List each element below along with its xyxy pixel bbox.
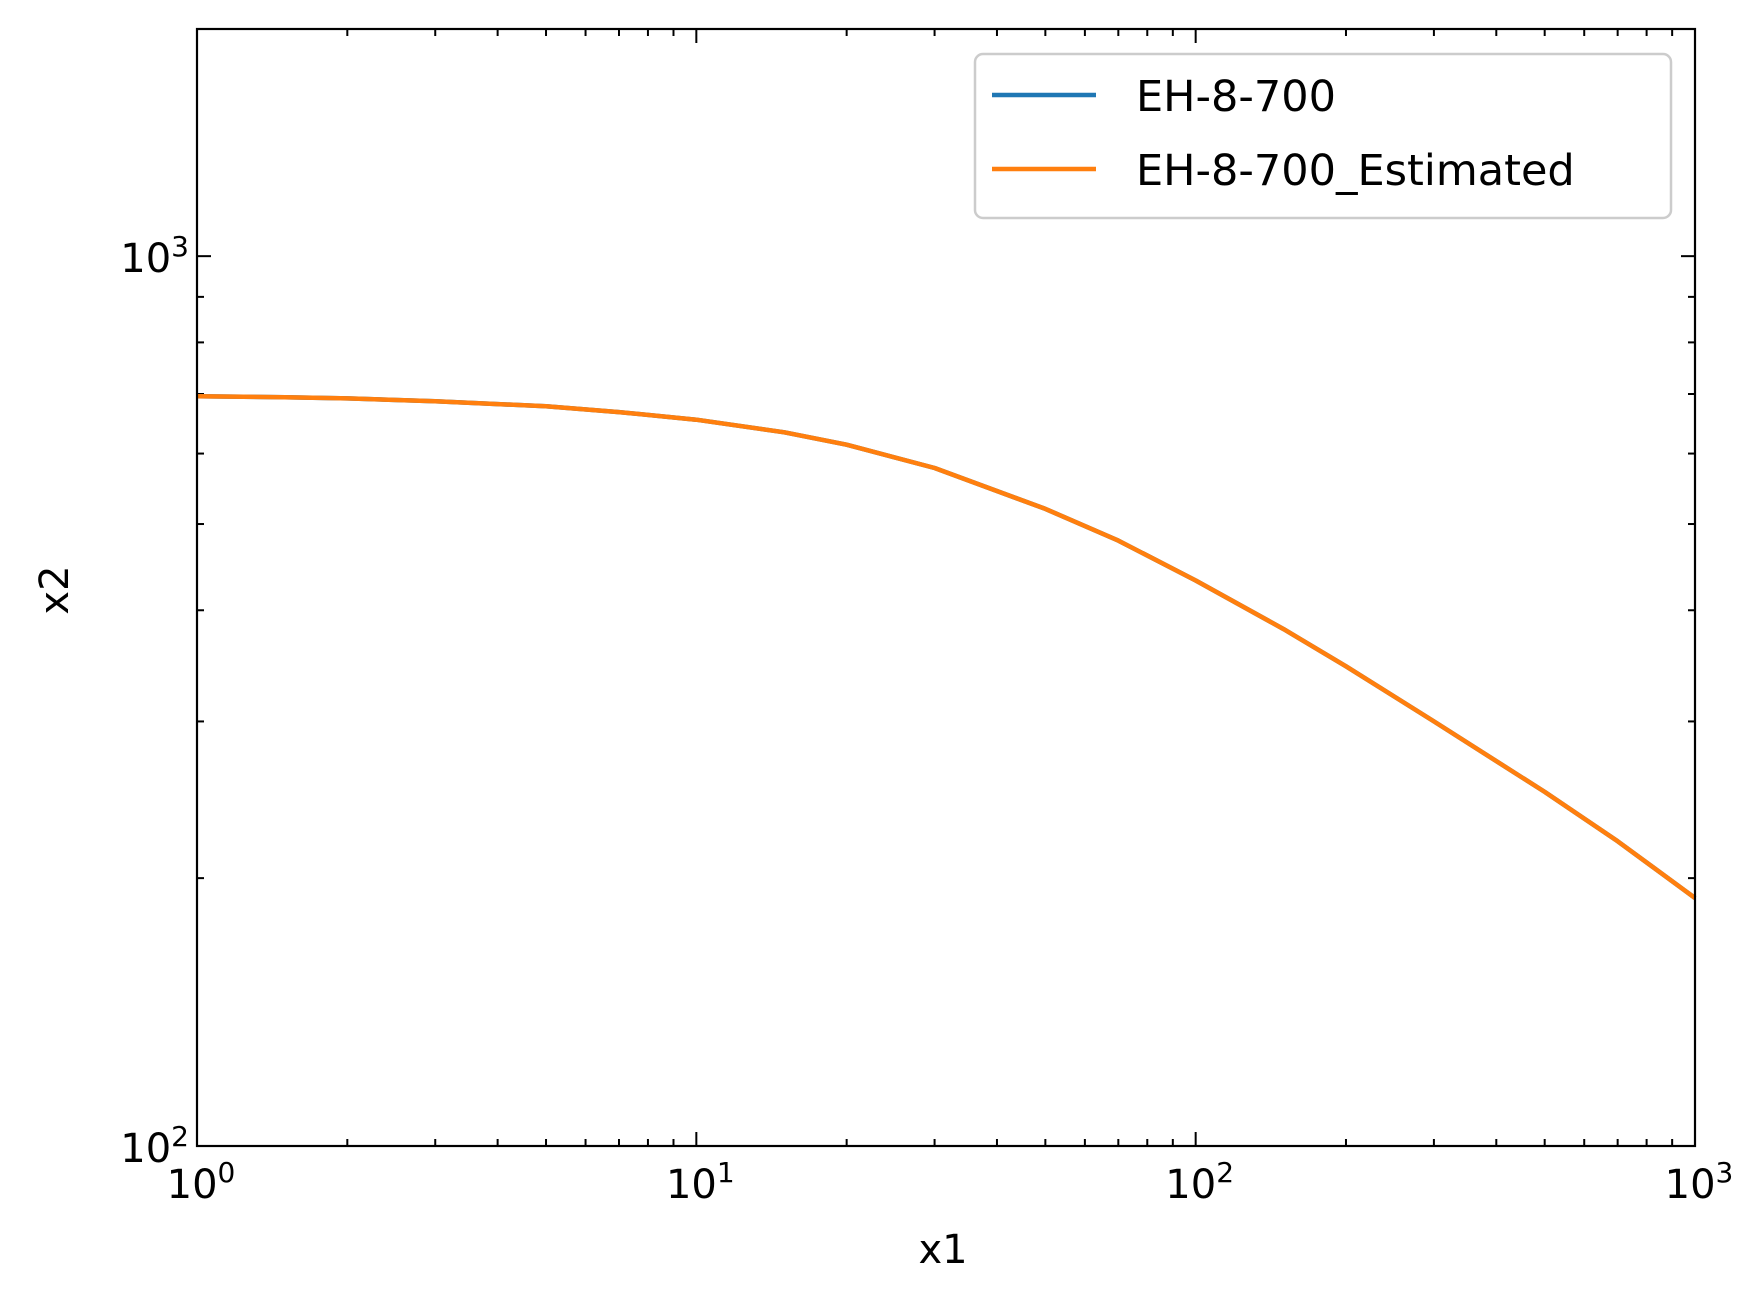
x-tick-label: 103 [1665,1156,1734,1208]
x-axis-label: x1 [918,1227,967,1273]
legend-label-eh-8-700: EH-8-700 [1136,72,1336,122]
y-axis-label: x2 [32,565,78,614]
x-tick-label: 100 [167,1156,236,1208]
x-tick-label: 101 [666,1156,735,1208]
plot-lines [196,393,1697,900]
y-tick-label: 102 [120,1120,189,1172]
legend-box [973,52,1673,220]
series-line-1 [196,393,1697,900]
plot-area-frame [195,27,1697,1148]
legend: EH-8-700 EH-8-700_Estimated [973,52,1673,220]
x-tick-label: 102 [1165,1156,1234,1208]
tick-labels: 100 101 102 103 102 103 [120,230,1733,1208]
legend-label-eh-8-700-estimated: EH-8-700_Estimated [1136,146,1575,196]
y-tick-label: 103 [120,230,189,282]
